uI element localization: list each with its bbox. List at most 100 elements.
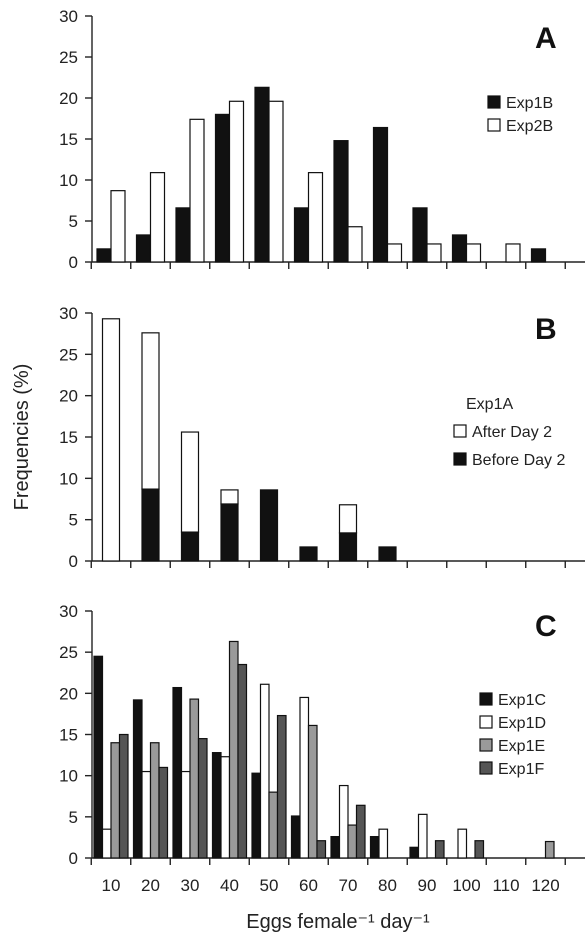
panel-label: C [535,610,557,643]
bar [276,714,287,859]
y-tick-label: 5 [69,511,78,530]
bar [338,532,358,562]
bar [338,784,349,859]
bar [293,207,310,263]
bar [299,696,310,859]
bar [175,207,191,263]
bar [96,248,112,263]
bar [412,207,428,263]
bar [189,698,200,859]
bar [409,846,420,859]
bar [372,126,389,263]
panel-label: A [535,22,557,55]
bar [180,531,200,562]
bar [214,113,231,263]
bar [135,234,152,263]
bar [426,243,442,263]
bar [197,738,208,859]
legend-swatch [487,118,501,132]
bar [369,835,380,859]
bar [118,733,129,859]
y-tick-label: 5 [69,808,78,827]
legend-swatch [479,761,493,775]
x-axis-title: Eggs female⁻¹ day⁻¹ [246,911,430,933]
bar [417,813,428,859]
legend-entry: After Day 2 [472,424,552,441]
y-tick-label: 15 [59,726,78,745]
bar [220,756,231,859]
bar [316,840,327,859]
bar [347,824,358,859]
legend-entry: Exp1F [498,761,544,778]
legend-swatch [487,95,501,109]
x-tick-label: 120 [531,876,559,895]
y-tick-label: 5 [69,212,78,231]
legend-entry: Exp1B [506,95,553,112]
bar [268,100,284,263]
x-tick-label: 90 [418,876,437,895]
bar [338,504,358,534]
legend-entry: Exp2B [506,118,553,135]
bar [228,100,245,263]
bar [465,243,482,263]
bar [307,172,324,263]
y-tick-label: 0 [69,552,78,571]
bar [172,686,183,859]
legend-swatch [479,692,493,706]
y-tick-label: 30 [59,304,78,323]
x-tick-label: 110 [492,876,519,895]
y-tick-label: 15 [59,428,78,447]
x-tick-label: 40 [220,876,239,895]
bar [268,791,279,859]
x-tick-label: 100 [452,876,480,895]
legend-entry: Exp1D [498,715,546,732]
y-tick-label: 0 [69,253,78,272]
bar [180,431,200,533]
y-tick-label: 10 [59,171,78,190]
x-tick-label: 10 [102,876,121,895]
bar [93,655,104,859]
bar [299,546,318,562]
bar [355,804,366,859]
bar [101,318,121,562]
x-tick-label: 20 [141,876,160,895]
bar [141,770,152,859]
bar [259,683,270,859]
y-tick-label: 30 [59,602,78,621]
bar [110,742,121,859]
bar [544,840,555,859]
bar [141,332,160,490]
bar [220,503,239,562]
y-tick-label: 10 [59,767,78,786]
bar [307,724,318,859]
bar [180,770,191,859]
y-tick-label: 10 [59,469,78,488]
legend-entry: Exp1C [498,692,546,709]
x-tick-label: 30 [181,876,200,895]
x-tick-label: 60 [299,876,318,895]
legend-entry: Exp1E [498,738,545,755]
bar [251,772,262,859]
legend-swatch [453,424,467,438]
bar [254,86,270,263]
bar [149,742,160,859]
bar [330,835,341,859]
bar [149,172,166,263]
y-tick-label: 25 [59,643,78,662]
bar [378,828,389,859]
x-tick-label: 50 [260,876,279,895]
legend-swatch [479,738,493,752]
bar [220,489,239,505]
bar [228,640,239,859]
bar [141,488,160,562]
y-axis-title: Frequencies (%) [11,364,33,511]
y-tick-label: 15 [59,130,78,149]
bar [158,766,169,859]
legend-swatch [453,452,467,466]
bar [505,243,521,263]
bar [434,840,445,859]
y-tick-label: 25 [59,345,78,364]
bar [451,234,468,263]
